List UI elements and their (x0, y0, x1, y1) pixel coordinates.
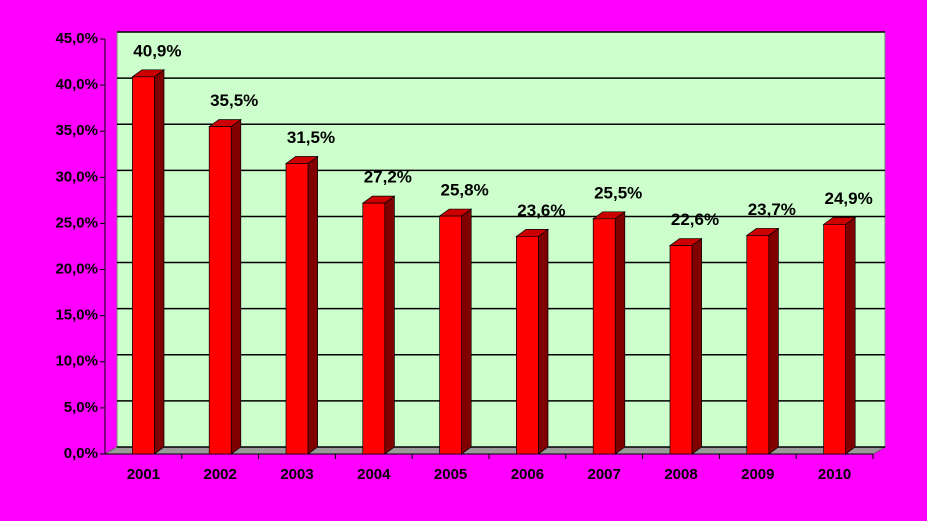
x-tick-label: 2009 (741, 466, 774, 483)
bar (592, 218, 616, 455)
x-tick-label: 2010 (818, 466, 851, 483)
value-label: 35,5% (210, 91, 258, 110)
x-tick-label: 2005 (434, 466, 467, 483)
bar-side (307, 155, 318, 455)
bar-side (768, 227, 779, 455)
value-label: 24,9% (824, 189, 872, 208)
y-tick-label: 20,0% (55, 261, 98, 278)
x-tick-label: 2006 (511, 466, 544, 483)
y-tick-label: 30,0% (55, 168, 98, 185)
bar-side (384, 195, 395, 455)
y-tick-label: 15,0% (55, 307, 98, 324)
x-tick-label: 2004 (357, 466, 391, 483)
y-tick-label: 45,0% (55, 30, 98, 47)
bar-side (461, 208, 472, 455)
bar (823, 224, 846, 455)
value-label: 27,2% (364, 168, 412, 187)
value-label: 25,8% (440, 181, 488, 200)
bar (669, 245, 693, 455)
bar (285, 163, 309, 455)
bar (746, 235, 770, 455)
value-label: 23,7% (748, 200, 796, 219)
value-label: 23,6% (517, 201, 565, 220)
y-tick-label: 40,0% (55, 76, 98, 93)
bar (362, 202, 386, 455)
bar-side (538, 228, 549, 455)
y-tick-label: 25,0% (55, 214, 98, 231)
value-label: 22,6% (671, 210, 719, 229)
bar (439, 215, 462, 455)
bar-side (230, 118, 242, 455)
y-tick-label: 5,0% (64, 399, 98, 416)
value-label: 40,9% (133, 41, 181, 60)
y-tick-label: 35,0% (55, 122, 98, 139)
bar-side (845, 216, 856, 455)
bar-side (614, 211, 626, 455)
value-label: 31,5% (287, 128, 335, 147)
bar (208, 126, 232, 455)
y-tick-label: 0,0% (64, 445, 98, 462)
x-tick-label: 2007 (588, 466, 621, 483)
y-tick-label: 10,0% (55, 353, 98, 370)
bar-side (691, 237, 702, 455)
bar (132, 76, 155, 455)
value-label: 25,5% (594, 183, 642, 202)
x-tick-label: 2008 (664, 466, 697, 483)
x-tick-label: 2002 (204, 466, 237, 483)
bar (516, 236, 539, 455)
x-tick-label: 2001 (127, 466, 160, 483)
bar-side (154, 69, 165, 455)
x-tick-label: 2003 (280, 466, 313, 483)
